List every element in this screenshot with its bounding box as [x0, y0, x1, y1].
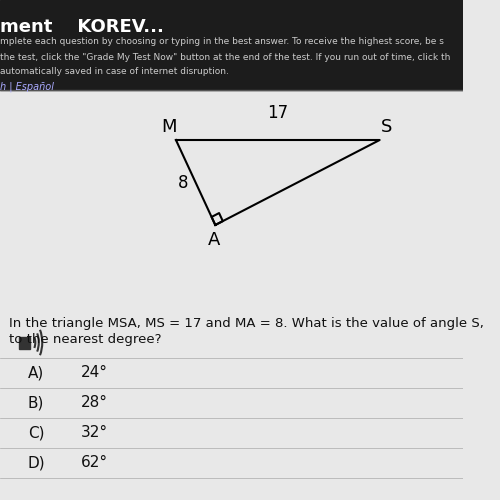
Text: B): B) [28, 395, 44, 410]
Polygon shape [18, 336, 30, 348]
Text: D): D) [28, 455, 46, 470]
Text: 17: 17 [267, 104, 288, 122]
Text: 8: 8 [178, 174, 188, 192]
Text: 32°: 32° [81, 425, 108, 440]
Text: C): C) [28, 425, 44, 440]
Text: automatically saved in case of internet disruption.: automatically saved in case of internet … [0, 68, 229, 76]
Text: A): A) [28, 365, 44, 380]
Text: 62°: 62° [81, 455, 108, 470]
Text: 28°: 28° [81, 395, 108, 410]
Bar [0, 0, 463, 90]
Text: A: A [208, 231, 220, 249]
Text: the test, click the "Grade My Test Now" button at the end of the test. If you ru: the test, click the "Grade My Test Now" … [0, 52, 450, 62]
Text: h | Español: h | Español [0, 81, 54, 92]
Text: S: S [381, 118, 392, 136]
Text: ment    KOREV...: ment KOREV... [0, 18, 164, 36]
Text: 24°: 24° [81, 365, 108, 380]
Text: M: M [161, 118, 176, 136]
Text: In the triangle MSA, MS = 17 and MA = 8. What is the value of angle S, to the ne: In the triangle MSA, MS = 17 and MA = 8.… [10, 318, 484, 345]
Text: mplete each question by choosing or typing in the best answer. To receive the hi: mplete each question by choosing or typi… [0, 38, 444, 46]
